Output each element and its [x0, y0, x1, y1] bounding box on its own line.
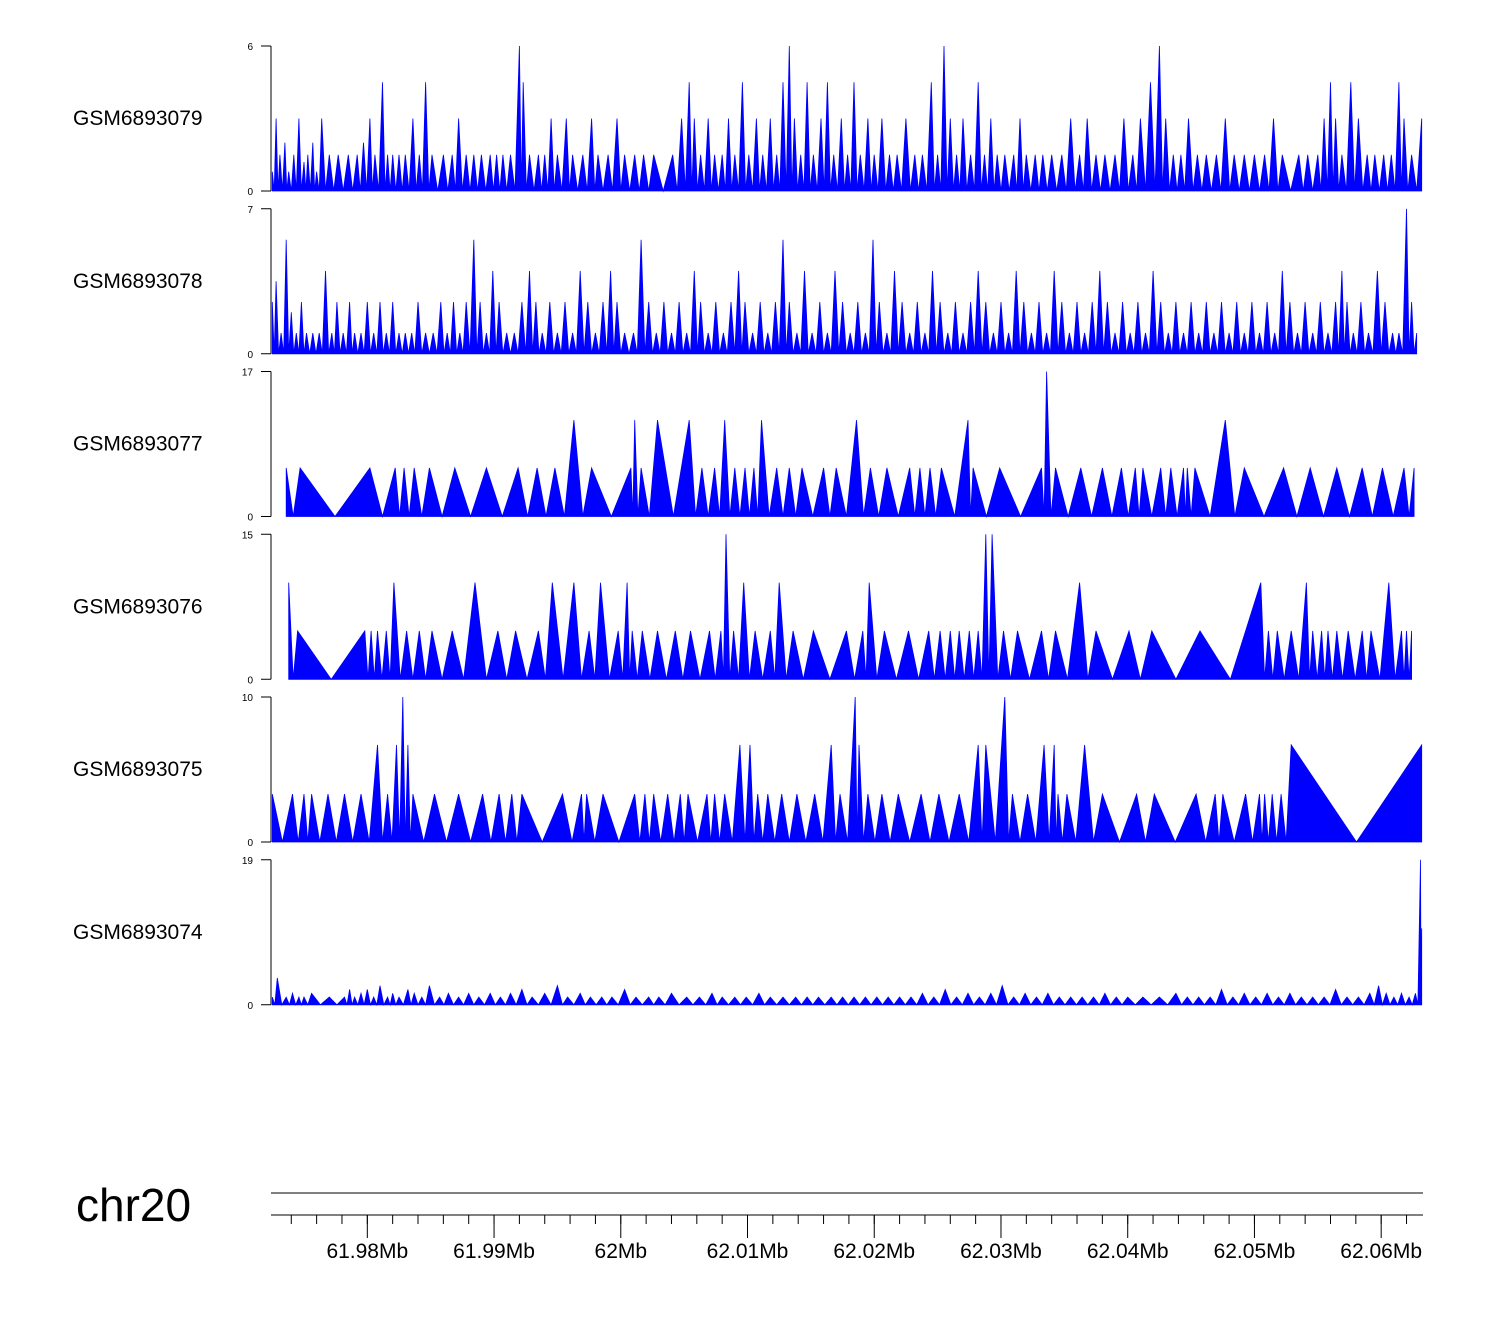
track-label: GSM6893079	[73, 107, 203, 130]
y-tick-label-zero: 0	[247, 838, 253, 849]
y-tick-label-zero: 0	[247, 513, 253, 524]
track-GSM6893078: 7 0 GSM6893078	[73, 205, 1418, 361]
coverage-area-GSM6893076	[288, 534, 1412, 681]
track-label: GSM6893074	[73, 921, 203, 944]
genome-axis-tick-label: 62.01Mb	[707, 1240, 789, 1263]
y-tick-label-zero: 0	[247, 187, 253, 198]
track-label: GSM6893078	[73, 270, 203, 293]
y-tick-label-max: 10	[242, 693, 254, 704]
coverage-area-GSM6893078	[271, 208, 1418, 355]
track-label: GSM6893075	[73, 758, 203, 781]
track-GSM6893075: 10 0 GSM6893075	[73, 693, 1423, 849]
genome-axis-tick-label: 62.05Mb	[1214, 1240, 1296, 1263]
coverage-area-GSM6893079	[271, 45, 1423, 193]
chromosome-axis: chr20 61.98Mb 61.99Mb 62Mb 62.01Mb 62.02Mb 62…	[76, 1179, 1423, 1263]
coverage-area-GSM6893075	[271, 696, 1423, 844]
y-tick-label-max: 6	[247, 42, 253, 53]
y-tick-label-zero: 0	[247, 350, 253, 361]
track-GSM6893077: 17 0 GSM6893077	[73, 368, 1415, 524]
track-GSM6893074: 19 0 GSM6893074	[73, 856, 1423, 1012]
genome-axis-tick-label: 62.03Mb	[960, 1240, 1042, 1263]
y-tick-label-zero: 0	[247, 1001, 253, 1012]
y-tick-label-max: 19	[242, 856, 254, 867]
y-tick-label-max: 7	[247, 205, 253, 216]
genome-axis-tick-label: 62Mb	[595, 1240, 648, 1263]
track-label: GSM6893077	[73, 433, 203, 456]
genome-axis-tick-label: 61.98Mb	[326, 1240, 408, 1263]
coverage-area-GSM6893077	[285, 371, 1415, 519]
track-GSM6893076: 15 0 GSM6893076	[73, 530, 1412, 686]
genome-axis-tick-label: 62.02Mb	[833, 1240, 915, 1263]
y-tick-label-zero: 0	[247, 675, 253, 686]
coverage-area-GSM6893074	[271, 859, 1423, 1007]
chromosome-label: chr20	[76, 1179, 191, 1231]
genome-axis-tick-label: 61.99Mb	[453, 1240, 535, 1263]
coverage-tracks: 6 0 GSM6893079 7 0 GSM6893078 17 0 GSM6893077 15 0…	[73, 42, 1423, 1012]
track-GSM6893079: 6 0 GSM6893079	[73, 42, 1423, 198]
y-tick-label-max: 17	[242, 368, 254, 379]
genome-axis-tick-label: 62.04Mb	[1087, 1240, 1169, 1263]
y-tick-label-max: 15	[242, 530, 254, 541]
genome-axis-tick-label: 62.06Mb	[1340, 1240, 1422, 1263]
track-label: GSM6893076	[73, 595, 203, 618]
